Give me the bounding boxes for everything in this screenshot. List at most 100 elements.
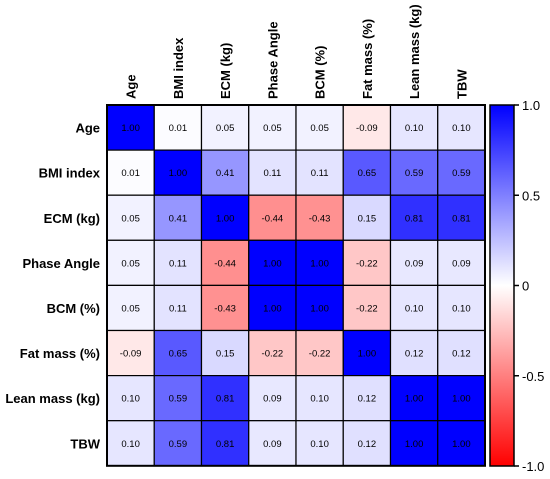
heatmap-cell: -0.22 bbox=[342, 284, 392, 332]
cell-value-label: 0.41 bbox=[216, 168, 235, 179]
colorbar-gradient bbox=[489, 104, 515, 467]
heatmap-cell: 0.09 bbox=[248, 420, 297, 467]
heatmap-cell: 0.81 bbox=[389, 194, 439, 241]
heatmap-cell: 0.10 bbox=[437, 284, 486, 332]
column-label: Fat mass (%) bbox=[360, 19, 375, 99]
cell-value-label: 1.00 bbox=[452, 439, 471, 450]
cell-value-label: 0.01 bbox=[121, 168, 140, 179]
cell-rect bbox=[248, 284, 297, 332]
heatmap-cell: 1.00 bbox=[342, 329, 392, 377]
column-label: TBW bbox=[454, 69, 469, 99]
heatmap-cell: 0.01 bbox=[153, 104, 203, 151]
row-label: Lean mass (kg) bbox=[5, 391, 100, 406]
heatmap-cell: 0.05 bbox=[106, 284, 155, 332]
cell-value-label: 0.05 bbox=[121, 303, 140, 314]
cell-value-label: 0.65 bbox=[358, 168, 377, 179]
heatmap-cell: 0.11 bbox=[153, 284, 203, 332]
colorbar-tick-label: 0.5 bbox=[522, 188, 540, 203]
cell-value-label: 0.12 bbox=[405, 349, 424, 360]
cell-rect bbox=[153, 375, 203, 422]
cell-rect bbox=[295, 420, 344, 467]
cell-rect bbox=[106, 375, 155, 422]
heatmap-border bbox=[106, 104, 486, 467]
cell-value-label: 0.10 bbox=[121, 394, 140, 405]
cell-value-label: 0.09 bbox=[263, 394, 282, 405]
heatmap-cell: 0.81 bbox=[200, 420, 250, 467]
heatmap-cell: 0.05 bbox=[295, 104, 344, 151]
cell-value-label: 0.10 bbox=[452, 123, 471, 134]
row-label: Age bbox=[75, 121, 100, 136]
cell-value-label: 0.59 bbox=[452, 168, 471, 179]
cell-value-label: 0.05 bbox=[121, 258, 140, 269]
cell-value-label: 0.81 bbox=[216, 394, 235, 405]
cell-value-label: 1.00 bbox=[310, 303, 329, 314]
heatmap-cell: 0.12 bbox=[342, 420, 392, 467]
heatmap-cell: 0.11 bbox=[153, 239, 203, 287]
cell-rect bbox=[200, 239, 250, 287]
heatmap-cell: 0.65 bbox=[342, 149, 392, 196]
heatmap-cell: 1.00 bbox=[248, 284, 297, 332]
cell-value-label: 0.10 bbox=[452, 303, 471, 314]
cell-value-label: 1.00 bbox=[452, 394, 471, 405]
column-label: Age bbox=[124, 74, 139, 99]
cell-value-label: 0.01 bbox=[169, 123, 188, 134]
heatmap-cell: 0.41 bbox=[200, 149, 250, 196]
heatmap-cell: 0.10 bbox=[295, 420, 344, 467]
heatmap-cell: 1.00 bbox=[437, 375, 486, 422]
cell-rect bbox=[389, 194, 439, 241]
cell-value-label: 1.00 bbox=[405, 394, 424, 405]
cell-rect bbox=[342, 149, 392, 196]
heatmap-cell: 0.59 bbox=[437, 149, 486, 196]
cell-rect bbox=[248, 239, 297, 287]
row-labels: Age BMI index ECM (kg) Phase Angle BCM (%) Fa… bbox=[5, 121, 100, 452]
cell-rect bbox=[153, 104, 203, 151]
row-label: Fat mass (%) bbox=[20, 346, 100, 361]
cell-value-label: -0.09 bbox=[356, 123, 378, 134]
cell-rect bbox=[295, 194, 344, 241]
cell-value-label: 0.15 bbox=[358, 213, 377, 224]
cell-rect bbox=[389, 375, 439, 422]
cell-rect bbox=[437, 284, 486, 332]
cell-rect bbox=[295, 329, 344, 377]
heatmap-cell: 0.65 bbox=[153, 329, 203, 377]
heatmap-cells: 1.00 0.01 0.05 0.05 0.05 -0.09 0.10 0.10 0.01 1.0… bbox=[106, 104, 486, 467]
cell-value-label: 1.00 bbox=[358, 349, 377, 360]
heatmap-cell: 1.00 bbox=[437, 420, 486, 467]
cell-value-label: 0.11 bbox=[169, 258, 187, 269]
cell-rect bbox=[389, 329, 439, 377]
cell-value-label: 0.15 bbox=[216, 349, 235, 360]
heatmap-cell: 0.10 bbox=[295, 375, 344, 422]
column-label: BMI index bbox=[171, 37, 186, 99]
cell-value-label: 0.12 bbox=[358, 394, 377, 405]
heatmap-cell: 0.09 bbox=[437, 239, 486, 287]
column-labels: Age BMI index ECM (kg) Phase Angle BCM (%) Fa… bbox=[124, 4, 470, 99]
cell-value-label: 0.11 bbox=[263, 168, 281, 179]
heatmap-cell: 1.00 bbox=[295, 284, 344, 332]
cell-value-label: 0.59 bbox=[169, 439, 188, 450]
cell-rect bbox=[153, 329, 203, 377]
cell-value-label: 0.10 bbox=[405, 123, 424, 134]
cell-value-label: 1.00 bbox=[263, 258, 282, 269]
cell-value-label: 0.11 bbox=[169, 303, 187, 314]
heatmap-cell: 0.09 bbox=[389, 239, 439, 287]
cell-value-label: 0.11 bbox=[311, 168, 329, 179]
heatmap-cell: -0.22 bbox=[342, 239, 392, 287]
heatmap-cell: 0.15 bbox=[200, 329, 250, 377]
cell-rect bbox=[342, 329, 392, 377]
cell-value-label: 0.05 bbox=[121, 213, 140, 224]
colorbar-tick-label: -0.5 bbox=[522, 369, 544, 384]
heatmap-cell: -0.22 bbox=[248, 329, 297, 377]
colorbar-tick-label: 1.0 bbox=[522, 98, 540, 113]
cell-value-label: 0.81 bbox=[216, 439, 235, 450]
cell-value-label: 0.65 bbox=[169, 349, 188, 360]
heatmap-cell: 0.10 bbox=[389, 104, 439, 151]
cell-rect bbox=[342, 194, 392, 241]
column-label: Phase Angle bbox=[265, 21, 280, 99]
cell-value-label: 0.10 bbox=[310, 394, 329, 405]
cell-value-label: -0.43 bbox=[214, 303, 236, 314]
column-label: Lean mass (kg) bbox=[407, 4, 422, 99]
heatmap-cell: 1.00 bbox=[200, 194, 250, 241]
heatmap-cell: 0.01 bbox=[106, 149, 155, 196]
cell-rect bbox=[437, 104, 486, 151]
cell-value-label: 1.00 bbox=[263, 303, 282, 314]
